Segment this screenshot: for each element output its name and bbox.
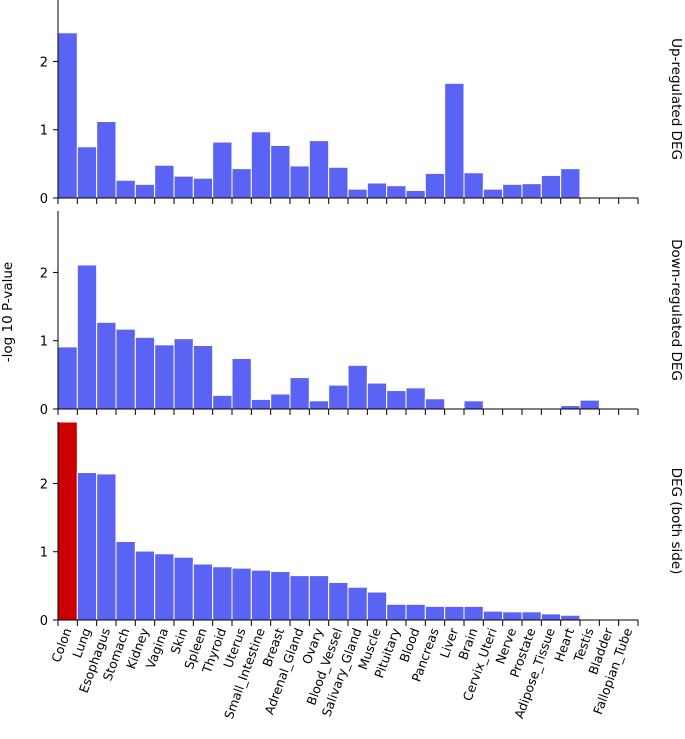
bar-adrenal-gland <box>289 377 310 410</box>
panel-title: DEG (both side) <box>668 468 684 575</box>
y-tick-label: 1 <box>40 335 48 350</box>
bar-nerve <box>502 611 523 621</box>
bar-pancreas <box>424 172 446 199</box>
bar-thyroid <box>212 394 233 410</box>
bar-ovary <box>308 140 330 199</box>
bar-thyroid <box>212 141 233 199</box>
bar-brain <box>463 605 484 621</box>
bar-kidney <box>134 183 156 199</box>
bar-vagina <box>154 164 175 199</box>
bar-pituitary <box>386 603 407 621</box>
bar-heart <box>560 614 581 621</box>
bar-kidney <box>134 336 156 410</box>
bar-uterus <box>231 357 252 410</box>
bar-liver <box>444 82 465 199</box>
bar-pancreas <box>424 398 446 410</box>
bar-spleen <box>192 345 214 410</box>
bar-esophagus <box>96 473 117 621</box>
y-axis-label: -log 10 P-value <box>0 262 16 362</box>
bar-adrenal-gland <box>289 575 310 621</box>
bar-colon <box>57 421 78 621</box>
bar-esophagus <box>96 321 117 410</box>
bar-blood <box>405 603 426 621</box>
bar-ovary <box>308 575 330 621</box>
bar-vagina <box>154 344 175 410</box>
bar-blood <box>405 189 426 199</box>
y-tick-label: 2 <box>40 477 48 492</box>
bar-esophagus <box>96 121 117 199</box>
x-tick-label-colon: Colon <box>48 626 74 664</box>
panel-1: 0 1 2 Up-regulated DEG <box>40 0 684 207</box>
bar-stomach <box>115 328 136 410</box>
bar-adrenal-gland <box>289 165 310 199</box>
bar-breast <box>270 393 291 410</box>
bar-ovary <box>308 400 330 410</box>
bar-thyroid <box>212 566 233 621</box>
bar-salivary-gland <box>347 188 368 199</box>
y-tick-label: 0 <box>40 403 48 418</box>
bar-pancreas <box>424 605 446 621</box>
bar-spleen <box>192 563 214 621</box>
bar-stomach <box>115 540 136 621</box>
bar-breast <box>270 144 291 199</box>
y-tick-label: 2 <box>40 266 48 281</box>
bar-breast <box>270 571 291 621</box>
bar-uterus <box>231 168 252 199</box>
bar-lung <box>76 264 98 410</box>
bar-skin <box>173 338 194 410</box>
bar-skin <box>173 556 194 621</box>
bar-colon <box>57 346 78 410</box>
bar-blood-vessel <box>328 384 349 410</box>
y-tick-label: 1 <box>40 124 48 139</box>
bar-brain <box>463 400 484 410</box>
y-tick-label: 1 <box>40 546 48 561</box>
bar-uterus <box>231 567 252 621</box>
bar-vagina <box>154 553 175 621</box>
bar-brain <box>463 172 484 199</box>
bar-adipose-tissue <box>540 613 562 621</box>
bar-adipose-tissue <box>540 174 562 199</box>
bar-lung <box>76 472 98 621</box>
bar-pituitary <box>386 185 407 199</box>
bar-stomach <box>115 179 136 199</box>
y-tick-label: 2 <box>40 55 48 70</box>
bar-small-intestine <box>250 131 272 199</box>
bar-lung <box>76 146 98 199</box>
y-tick-label: 0 <box>40 192 48 207</box>
bar-salivary-gland <box>347 586 368 621</box>
bar-cervix-uteri <box>482 610 504 621</box>
bar-testis <box>579 399 600 410</box>
bar-blood-vessel <box>328 166 349 199</box>
panel-3: 0 1 2 DEG (both side) <box>40 421 684 629</box>
bar-heart <box>560 405 581 410</box>
bar-small-intestine <box>250 398 272 410</box>
bar-prostate <box>521 611 542 621</box>
panel-2: 0 1 2 Down-regulated DEG <box>40 211 684 418</box>
bar-pituitary <box>386 390 407 410</box>
bar-nerve <box>502 183 523 199</box>
bar-small-intestine <box>250 569 272 621</box>
panel-title: Down-regulated DEG <box>668 239 684 381</box>
bar-heart <box>560 168 581 199</box>
bar-kidney <box>134 550 156 621</box>
bar-prostate <box>521 183 542 199</box>
bar-blood-vessel <box>328 581 349 621</box>
bar-muscle <box>366 182 388 199</box>
bar-liver <box>444 605 465 621</box>
bar-skin <box>173 175 194 199</box>
bar-muscle <box>366 591 388 621</box>
panel-title: Up-regulated DEG <box>668 38 684 160</box>
bar-salivary-gland <box>347 364 368 410</box>
bar-muscle <box>366 382 388 410</box>
y-tick-label: 0 <box>40 614 48 629</box>
bar-blood <box>405 387 426 410</box>
bar-cervix-uteri <box>482 188 504 199</box>
bar-spleen <box>192 177 214 199</box>
bar-colon <box>57 32 78 199</box>
